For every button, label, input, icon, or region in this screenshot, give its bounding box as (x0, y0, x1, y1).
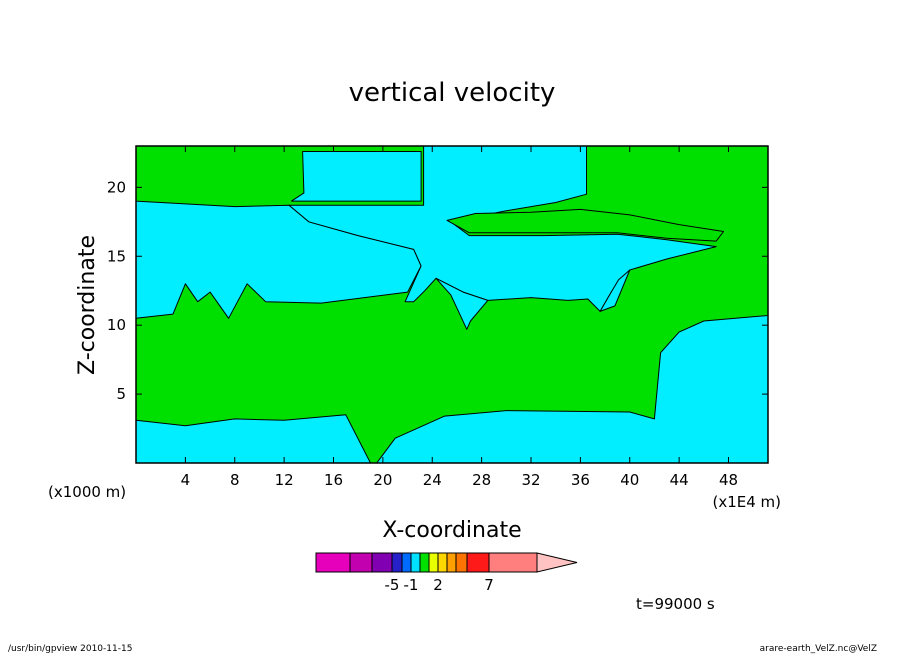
y-tick-label: 15 (107, 247, 126, 265)
contour-region-positive-5 (446, 208, 725, 242)
contour-regions (135, 145, 769, 464)
colorbar-segment (371, 552, 393, 573)
x-tick-label: 48 (719, 471, 738, 489)
colorbar-segment (419, 552, 430, 573)
x-axis-label: X-coordinate (382, 518, 521, 543)
colorbar-arrow (536, 552, 578, 573)
x-tick-label: 40 (620, 471, 639, 489)
colorbar-segment (455, 552, 468, 573)
x-unit-right-label: (x1E4 m) (712, 493, 781, 511)
x-tick-label: 28 (472, 471, 491, 489)
chart-title: vertical velocity (349, 78, 556, 108)
footer-left-text: /usr/bin/gpview 2010-11-15 (8, 644, 132, 654)
colorbar-segment (391, 552, 403, 573)
time-label: t=99000 s (636, 595, 715, 613)
colorbar: -5 -1 2 7 (315, 552, 578, 594)
x-tick-label: 8 (230, 471, 240, 489)
contour-region-negative-3 (599, 269, 631, 312)
colorbar-segment (315, 552, 351, 573)
colorbar-segment (466, 552, 490, 573)
colorbar-segment (349, 552, 373, 573)
colorbar-label: 7 (484, 576, 494, 594)
colorbar-label: -5 (385, 576, 400, 594)
x-tick-label: 36 (571, 471, 590, 489)
y-tick-label: 20 (107, 178, 126, 196)
colorbar-segment (401, 552, 412, 573)
y-axis-label: Z-coordinate (75, 235, 100, 375)
x-unit-left-label: (x1000 m) (48, 483, 126, 501)
x-tick-label: 4 (181, 471, 191, 489)
colorbar-segment (410, 552, 421, 573)
colorbar-segment (428, 552, 439, 573)
x-tick-label: 24 (423, 471, 442, 489)
colorbar-segment (437, 552, 448, 573)
colorbar-label: -1 (404, 576, 419, 594)
footer-right-text: arare-earth_VelZ.nc@VelZ (760, 644, 877, 654)
colorbar-segment (488, 552, 538, 573)
y-tick-label: 5 (116, 385, 126, 403)
contour-region-negative-2 (435, 277, 489, 330)
contour-region-negative-4 (291, 151, 422, 202)
x-tick-label: 12 (275, 471, 294, 489)
y-tick-label: 10 (107, 316, 126, 334)
x-tick-label: 20 (373, 471, 392, 489)
plot-frame (135, 145, 769, 464)
colorbar-segment (446, 552, 457, 573)
x-tick-label: 32 (521, 471, 540, 489)
colorbar-label: 2 (433, 576, 443, 594)
x-tick-label: 16 (324, 471, 343, 489)
x-tick-label: 44 (670, 471, 689, 489)
